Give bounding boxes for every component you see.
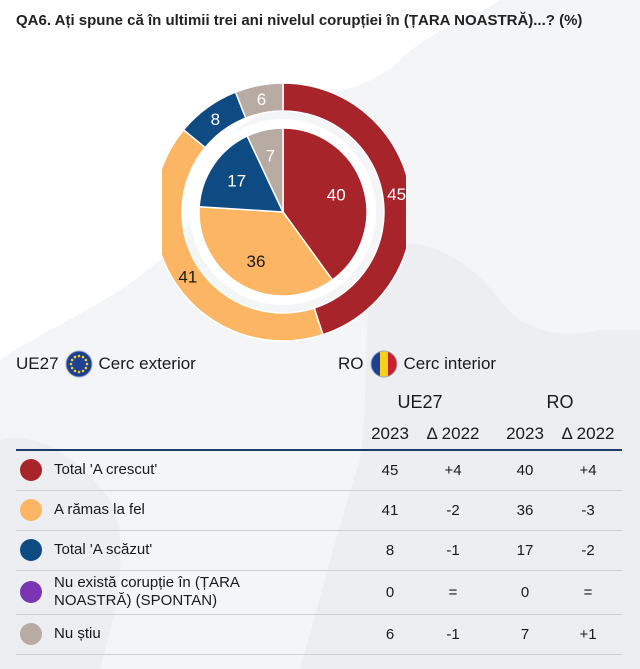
row-label: Total 'A scăzut' bbox=[54, 541, 153, 558]
table-cell: 7 bbox=[520, 625, 530, 643]
inner-slice bbox=[198, 134, 285, 213]
row-label: Total 'A crescut' bbox=[54, 461, 158, 478]
outer-data-label: 45 bbox=[387, 185, 406, 204]
legend-color-dot-icon bbox=[20, 581, 42, 603]
donut-chart: 45 41 8 6 40 36 17 7 bbox=[162, 82, 406, 342]
table-subheader: 2023 bbox=[371, 424, 409, 443]
table-subheader: Δ 2022 bbox=[561, 424, 615, 443]
outer-data-label: 41 bbox=[178, 268, 197, 287]
table-cell: 40 bbox=[516, 461, 534, 479]
table-row: Total 'A scăzut' 8 -1 17 -2 bbox=[16, 530, 622, 571]
table-cell: 36 bbox=[516, 501, 534, 519]
outer-data-label: 6 bbox=[257, 90, 266, 109]
table-cell: +1 bbox=[579, 625, 597, 643]
table-cell: -1 bbox=[446, 541, 460, 559]
legend-eu-code: UE27 bbox=[16, 354, 59, 373]
table-cell: -3 bbox=[581, 501, 595, 519]
romania-flag-icon bbox=[370, 350, 397, 378]
inner-data-label: 36 bbox=[247, 252, 266, 271]
inner-data-label: 40 bbox=[327, 186, 346, 205]
row-label: Nu există corupție în (ȚARA NOASTRĂ) (SP… bbox=[54, 574, 240, 609]
row-label: Nu știu bbox=[54, 625, 101, 642]
table-cell: -2 bbox=[446, 501, 460, 519]
table-cell: = bbox=[448, 583, 458, 601]
legend-ro-code: RO bbox=[338, 354, 364, 373]
table-header-eu: UE27 bbox=[397, 392, 443, 412]
table-cell: +4 bbox=[444, 461, 462, 479]
eu-flag-icon bbox=[65, 350, 93, 378]
table-cell: -2 bbox=[581, 541, 595, 559]
inner-data-label: 17 bbox=[227, 172, 246, 191]
table-cell: 41 bbox=[381, 501, 399, 519]
legend-eu-label: Cerc exterior bbox=[98, 354, 196, 373]
legend-color-dot-icon bbox=[20, 623, 42, 645]
chart-title: QA6. Ați spune că în ultimii trei ani ni… bbox=[16, 12, 583, 29]
table-cell: = bbox=[583, 583, 593, 601]
inner-slice bbox=[198, 205, 334, 297]
table-cell: 17 bbox=[516, 541, 534, 559]
table-cell: -1 bbox=[446, 625, 460, 643]
legend-color-dot-icon bbox=[20, 499, 42, 521]
table-cell: +4 bbox=[579, 461, 597, 479]
table-cell: 45 bbox=[381, 461, 399, 479]
table-header-ro: RO bbox=[546, 392, 574, 412]
table-row: A rămas la fel 41 -2 36 -3 bbox=[16, 490, 622, 531]
inner-slice bbox=[282, 127, 368, 282]
legend-outer: UE27 Cerc exterior bbox=[16, 350, 196, 378]
legend-inner: RO Cerc interior bbox=[338, 350, 496, 378]
table-row: Total 'A crescut' 45 +4 40 +4 bbox=[16, 450, 622, 491]
table-row: Nu există corupție în (ȚARA NOASTRĂ) (SP… bbox=[16, 570, 622, 615]
inner-slice bbox=[246, 127, 284, 213]
outer-data-label: 8 bbox=[211, 110, 220, 129]
table-cell: 0 bbox=[520, 583, 530, 601]
legend-ro-label: Cerc interior bbox=[403, 354, 497, 373]
outer-slice bbox=[234, 82, 284, 120]
table-cell: 6 bbox=[385, 625, 395, 643]
table-cell: 0 bbox=[385, 583, 395, 601]
table-header-rule bbox=[16, 449, 622, 451]
table-cell: 8 bbox=[385, 541, 395, 559]
legend-color-dot-icon bbox=[20, 539, 42, 561]
table-row: Nu știu 6 -1 7 +1 bbox=[16, 614, 622, 655]
table-subheader: 2023 bbox=[506, 424, 544, 443]
legend-color-dot-icon bbox=[20, 459, 42, 481]
row-label: A rămas la fel bbox=[54, 501, 145, 518]
table-subheader: Δ 2022 bbox=[426, 424, 480, 443]
inner-data-label: 7 bbox=[266, 146, 275, 165]
